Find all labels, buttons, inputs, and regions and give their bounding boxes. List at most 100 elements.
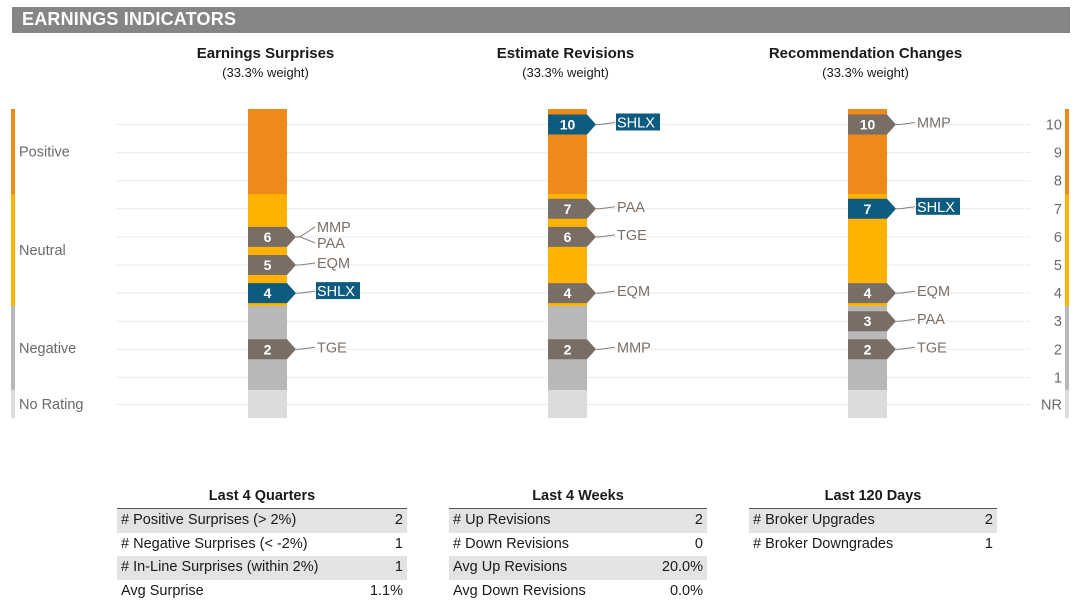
score-marker [548,283,596,304]
ticker-leader-line [896,206,916,210]
band-strip-left [11,194,15,306]
ticker-highlight-box [616,113,660,131]
band-strip-left [11,109,15,194]
score-marker [548,114,596,135]
table-row: Avg Down Revisions 0.0% [449,580,707,604]
score-marker [848,114,896,135]
indicators-chart: Positive Neutral Negative No Rating 10 9 8 7 6 5 4… [11,45,1069,418]
ticker-highlight-box [916,197,960,215]
band-label: Neutral [19,243,66,259]
ticker-label: TGE [617,228,647,244]
row-value: 1 [394,559,403,575]
table-row: # Down Revisions 0 [449,533,707,557]
table-row: # In-Line Surprises (within 2%) 1 [117,556,407,580]
ticker-leader-line [596,206,616,210]
band-label: Negative [19,341,76,357]
scale-tick-label: 5 [1054,258,1062,274]
ticker-leader-line [296,262,316,266]
table-rule [449,508,707,509]
ticker-label: MMP [917,116,951,132]
score-marker [248,339,296,360]
band-segment [848,390,887,418]
row-value: 2 [694,512,703,528]
ticker-leader-line [596,122,616,125]
row-value: 1.1% [369,582,403,599]
score-marker-value: 2 [864,341,872,357]
row-label: # Up Revisions [453,512,551,528]
ticker-label: PAA [617,200,645,216]
band-segment [248,109,287,194]
row-label: # Negative Surprises (< -2%) [121,535,308,552]
ticker-label: EQM [617,284,650,300]
row-label: Avg Down Revisions [453,582,586,599]
score-marker-value: 2 [564,341,572,357]
ticker-leader-line [896,290,916,294]
band-label: No Rating [19,397,83,413]
table-title: Last 4 Weeks [532,488,624,504]
score-marker-value: 4 [264,285,272,301]
ticker-leader-line [896,346,916,350]
score-marker-value: 4 [564,285,572,301]
row-value: 20.0% [661,559,703,575]
row-value: 2 [394,512,403,528]
table-last-120-days: Last 120 Days # Broker Upgrades 2 # Brok… [749,486,997,556]
score-marker [248,226,296,247]
band-segment [548,390,587,418]
band-strip-right [1065,109,1069,194]
band-label: Positive [19,145,70,161]
score-marker-value: 4 [864,285,872,301]
row-label: # In-Line Surprises (within 2%) [121,559,319,575]
row-label: # Positive Surprises (> 2%) [121,512,297,528]
scale-tick-label: 6 [1054,230,1062,246]
score-marker-value: 10 [560,117,576,133]
row-value: 1 [984,535,993,552]
page-title: EARNINGS INDICATORS [22,9,237,29]
scale-tick-label: 2 [1054,342,1062,358]
scale-tick-label: 9 [1054,146,1062,162]
ticker-leader-line [296,290,316,294]
score-marker [548,339,596,360]
band-strip-left [11,306,15,390]
ticker-leader-line [296,236,316,244]
score-marker-value: 7 [864,201,872,217]
score-marker [848,198,896,219]
row-value: 0.0% [669,582,703,599]
score-marker [248,255,296,275]
ticker-label: SHLX [617,116,655,132]
ticker-label: MMP [317,220,351,236]
ticker-label: SHLX [917,200,955,216]
scale-tick-label: 4 [1054,286,1062,302]
band-strip-right [1065,194,1069,306]
scale-tick-label: 7 [1054,202,1062,218]
ticker-leader-line [296,346,316,350]
ticker-label: EQM [317,256,350,272]
band-strip-left [11,390,15,418]
table-last-4-weeks: Last 4 Weeks # Up Revisions 2 # Down Rev… [449,486,707,603]
ticker-label: TGE [917,340,947,356]
score-marker-value: 10 [860,117,876,133]
table-row: Avg Surprise 1.1% [117,580,407,604]
score-marker [848,311,896,332]
score-marker [548,226,596,247]
row-label: Avg Up Revisions [453,559,568,575]
table-row: # Negative Surprises (< -2%) 1 [117,533,407,557]
score-marker-value: 2 [264,341,272,357]
score-marker-value: 5 [264,257,272,273]
row-label: # Down Revisions [453,535,570,552]
table-row: # Up Revisions 2 [449,509,707,533]
band-strip-right [1065,390,1069,418]
panel-subtitle: (33.3% weight) [522,65,609,80]
score-marker-value: 6 [564,229,572,245]
table-row: Avg Up Revisions 20.0% [449,556,707,580]
score-marker-value: 6 [264,229,272,245]
ticker-leader-line [896,318,916,322]
score-marker-value: 3 [864,313,872,329]
ticker-highlight-box [316,282,360,300]
table-rule [749,508,997,509]
scale-tick-label: NR [1041,398,1062,414]
table-last-4-quarters: Last 4 Quarters # Positive Surprises (> … [117,486,407,603]
band-segment [248,390,287,418]
ticker-leader-line [596,290,616,294]
band-strip-right [1065,306,1069,390]
scale-tick-label: 3 [1054,314,1062,330]
